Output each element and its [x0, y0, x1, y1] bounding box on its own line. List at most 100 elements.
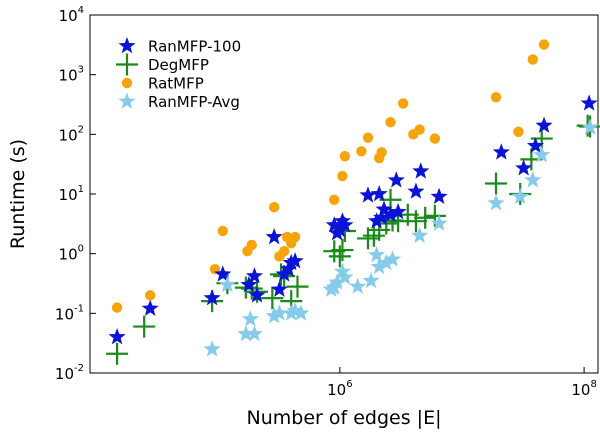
data-point	[246, 239, 257, 251]
series-degmfp	[106, 114, 600, 365]
data-point	[385, 116, 396, 128]
data-point	[349, 277, 367, 294]
data-point	[397, 98, 409, 109]
data-point	[265, 307, 283, 324]
data-point	[331, 220, 349, 238]
data-point	[383, 250, 402, 267]
data-point	[339, 151, 351, 162]
data-point	[270, 304, 288, 321]
data-point	[414, 124, 425, 135]
data-marks	[106, 39, 600, 365]
data-point	[515, 159, 533, 176]
data-point	[362, 224, 385, 247]
data-point	[241, 310, 259, 327]
legend-marker-2	[121, 77, 133, 89]
tick-labels: 10-2 10-1 100 101 102 103 104 106 108	[55, 5, 597, 399]
data-point	[325, 216, 343, 233]
data-point	[333, 262, 351, 279]
data-point	[141, 299, 159, 316]
data-point	[538, 39, 550, 50]
data-point	[513, 126, 524, 138]
data-point	[278, 245, 290, 257]
data-point	[245, 325, 264, 342]
data-point	[362, 132, 374, 143]
data-point	[490, 91, 502, 103]
data-point	[430, 187, 448, 205]
series-ranmfp-100	[108, 94, 598, 345]
data-point	[218, 275, 236, 293]
data-point	[286, 275, 309, 298]
data-point	[533, 146, 551, 163]
data-point	[580, 94, 598, 111]
data-point	[485, 172, 508, 195]
data-point	[289, 231, 301, 243]
data-point	[292, 304, 310, 321]
data-point	[375, 200, 393, 217]
data-point	[429, 133, 441, 144]
data-point	[377, 253, 395, 271]
series-ranmfp-avg	[203, 118, 599, 357]
data-point	[368, 212, 386, 229]
data-point	[337, 170, 348, 182]
data-point	[370, 257, 388, 275]
data-point	[389, 202, 407, 220]
data-point	[328, 273, 346, 290]
data-point	[530, 127, 553, 150]
legend-label-3: RanMFP-Avg	[148, 93, 240, 111]
data-point	[492, 143, 510, 160]
data-point	[511, 187, 529, 205]
data-point	[237, 325, 255, 342]
data-point	[336, 216, 354, 233]
y-tick-label-1: 10-1	[55, 303, 84, 323]
data-point	[526, 136, 545, 154]
data-point	[414, 206, 437, 229]
series-ratmfp	[111, 39, 550, 313]
data-point	[282, 304, 300, 321]
data-point	[240, 275, 258, 293]
data-point	[412, 162, 430, 179]
data-point	[368, 246, 386, 263]
axis-ticks	[90, 14, 585, 374]
data-point	[356, 227, 379, 250]
data-point	[268, 202, 280, 213]
data-point	[331, 239, 354, 262]
data-point	[487, 194, 505, 211]
data-point	[133, 315, 156, 338]
data-point	[328, 245, 351, 268]
data-point	[524, 171, 542, 188]
y-tick-label-6: 104	[59, 5, 84, 25]
data-point	[108, 328, 126, 345]
data-point	[245, 267, 264, 284]
data-point	[381, 205, 400, 222]
legend-label-2: RatMFP	[148, 75, 204, 93]
legend-marker-3	[118, 92, 136, 109]
legend-marker-1	[116, 53, 138, 76]
data-point	[362, 271, 380, 289]
data-point	[407, 182, 425, 199]
legend-label-0: RanMFP-100	[148, 38, 241, 56]
y-tick-label-3: 101	[59, 184, 84, 204]
data-point	[336, 268, 354, 285]
data-point	[376, 147, 387, 158]
data-point	[535, 116, 553, 133]
data-point	[286, 252, 304, 269]
data-point	[387, 171, 405, 188]
data-point	[144, 290, 156, 301]
y-axis-label: Runtime (s)	[7, 139, 29, 249]
data-point	[356, 146, 367, 157]
data-point	[214, 265, 232, 282]
legend-label-1: DegMFP	[148, 56, 209, 74]
data-point	[404, 210, 427, 233]
data-point	[203, 340, 221, 357]
y-tick-label-4: 102	[59, 124, 84, 144]
data-point	[333, 212, 351, 229]
data-point	[111, 302, 123, 313]
data-point	[265, 228, 283, 245]
data-point	[106, 342, 129, 365]
data-point	[359, 186, 377, 203]
data-point	[217, 225, 228, 237]
data-point	[411, 226, 429, 243]
y-tick-label-2: 100	[59, 244, 84, 264]
x-tick-label-0: 106	[327, 379, 352, 399]
